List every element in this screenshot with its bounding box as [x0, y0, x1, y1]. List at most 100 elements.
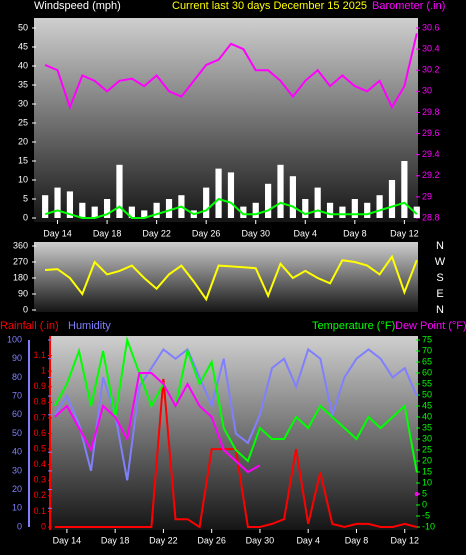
y2-tick-label: 20: [422, 455, 432, 465]
bar: [128, 206, 135, 218]
x-tick-label: Day 26: [192, 228, 221, 238]
y2-tick-label: 50: [422, 389, 432, 399]
y-tick-label: 25: [18, 117, 28, 127]
bar: [265, 183, 272, 218]
x-tick-label: Day 8: [345, 535, 369, 545]
series-label: Humidity: [68, 320, 111, 332]
bar: [252, 202, 259, 218]
y2-tick-label: 25: [422, 444, 432, 454]
y-tick-label: 80: [12, 372, 22, 382]
y2-tick-label: N: [436, 304, 444, 316]
bar: [103, 199, 111, 218]
x-tick-label: Day 4: [296, 535, 320, 545]
y2-tick-label: 45: [422, 400, 432, 410]
x-tick-label: Day 12: [390, 228, 419, 238]
bar: [215, 168, 222, 218]
y2-tick-label: E: [436, 288, 443, 300]
y2-tick-label: 30.6: [422, 22, 440, 32]
bar: [66, 191, 74, 218]
line: [44, 33, 418, 111]
y-tick-label: 40: [18, 60, 28, 70]
x-tick-label: Day 12: [390, 535, 419, 545]
series-label: Barometer (.in): [372, 0, 445, 12]
bar: [203, 187, 210, 218]
y3-tick-label: 0.4: [33, 459, 46, 469]
y3-tick-label: 0.2: [33, 490, 46, 500]
line: [44, 197, 418, 219]
x-tick-label: Day 26: [197, 535, 226, 545]
y2-tick-label: 30: [422, 433, 432, 443]
x-tick-label: Day 14: [43, 228, 72, 238]
panel-bg: [50, 336, 418, 530]
y2-tick-label: W: [435, 256, 446, 268]
y2-tick-label: 29.8: [422, 107, 440, 117]
y2-tick-label: 30: [422, 86, 432, 96]
x-tick-label: Day 22: [142, 228, 171, 238]
y2-tick-label: -5: [422, 510, 430, 520]
y2-tick-label: S: [436, 272, 443, 284]
bar: [351, 199, 358, 218]
panel-bg: [34, 18, 418, 222]
y-tick-label: 60: [12, 409, 22, 419]
x-tick-label: Day 18: [93, 228, 122, 238]
y-tick-label: 30: [12, 465, 22, 475]
bar: [302, 199, 309, 218]
y2-tick-label: 28.8: [422, 212, 440, 222]
bar: [376, 195, 383, 218]
bar: [116, 164, 123, 218]
y-tick-label: 50: [12, 428, 22, 438]
bar: [54, 187, 61, 218]
y2-tick-label: 35: [422, 422, 432, 432]
y-tick-label: 30: [18, 98, 28, 108]
y3-tick-label: 0.6: [33, 428, 46, 438]
bar: [289, 176, 296, 218]
bar: [401, 161, 408, 218]
y2-tick-label: 30.2: [422, 65, 440, 75]
y2-tick-label: 29.4: [422, 149, 440, 159]
bar: [240, 206, 247, 218]
y-tick-label: 100: [7, 334, 22, 344]
bar: [413, 206, 420, 218]
x-tick-label: Day 30: [241, 228, 270, 238]
chart-title: Current last 30 days December 15 2025: [172, 0, 367, 12]
y-tick-label: 90: [12, 353, 22, 363]
series-label: Rainfall (.in): [0, 320, 59, 332]
y3-tick-label: 1: [41, 366, 46, 376]
y-tick-label: 45: [18, 41, 28, 51]
y3-tick-label: 0: [41, 521, 46, 531]
y3-tick-label: 0.3: [33, 475, 46, 485]
x-tick-label: Day 22: [149, 535, 178, 545]
y2-tick-label: 55: [422, 378, 432, 388]
y-tick-label: 50: [18, 22, 28, 32]
y3-tick-label: 0.5: [33, 443, 46, 453]
y3-tick-label: 0.8: [33, 397, 46, 407]
y2-tick-label: 5: [422, 488, 427, 498]
y2-tick-label: 70: [422, 345, 432, 355]
series-label: Dew Point (°F): [395, 320, 466, 332]
bar: [388, 180, 396, 218]
y-tick-label: 270: [13, 256, 28, 266]
bar: [91, 206, 98, 218]
x-tick-label: Day 18: [101, 535, 130, 545]
y2-tick-label: 29.2: [422, 170, 440, 180]
bar: [339, 206, 346, 218]
line: [45, 254, 418, 302]
y2-tick-label: 75: [422, 334, 432, 344]
y-tick-label: 15: [18, 155, 28, 165]
y2-tick-label: 29.6: [422, 128, 440, 138]
y2-tick-label: 60: [422, 367, 432, 377]
series-label: Temperature (°F): [312, 320, 395, 332]
bar: [165, 199, 173, 218]
y-tick-label: 360: [13, 240, 28, 250]
series-label: Windspeed (mph): [34, 0, 121, 12]
y3-tick-label: 0.7: [33, 412, 46, 422]
y3-tick-label: 1.1: [33, 350, 46, 360]
y-tick-label: 90: [18, 288, 28, 298]
y-tick-label: 0: [17, 521, 22, 531]
bar: [227, 172, 235, 218]
y-tick-label: 20: [18, 136, 28, 146]
y-tick-label: 70: [12, 390, 22, 400]
bar: [79, 202, 86, 218]
x-tick-label: Day 4: [294, 228, 318, 238]
bar: [277, 164, 284, 218]
